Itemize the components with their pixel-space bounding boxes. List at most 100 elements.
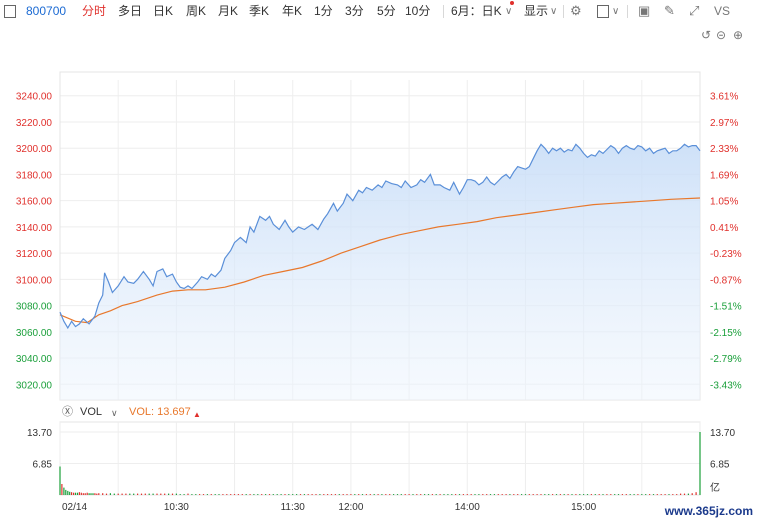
- zoom-in-icon[interactable]: ⊕: [733, 28, 744, 42]
- volume-bar: [416, 494, 418, 495]
- volume-bar: [195, 494, 197, 495]
- price-tick-label: 3060.00: [16, 328, 53, 339]
- volume-bar: [610, 494, 612, 495]
- volume-bar: [210, 494, 212, 495]
- tab-quarterly-k[interactable]: 季K: [249, 4, 270, 18]
- volume-bar: [80, 492, 82, 495]
- volume-bar: [218, 494, 220, 495]
- volume-bar: [90, 493, 92, 495]
- tab-3min[interactable]: 3分: [345, 4, 364, 18]
- volume-bar: [156, 493, 158, 495]
- volume-bar: [400, 494, 402, 495]
- volume-bar: [334, 494, 336, 495]
- percent-tick-label: 3.61%: [710, 92, 738, 103]
- close-icon[interactable]: Ⓧ: [62, 406, 73, 418]
- volume-bar: [261, 494, 263, 495]
- toolbar-divider: [443, 5, 444, 18]
- tab-5min[interactable]: 5分: [377, 4, 396, 18]
- fullscreen-icon[interactable]: ⤢: [689, 3, 700, 18]
- volume-tick-label: 6.85: [710, 460, 730, 471]
- volume-bar: [63, 487, 65, 495]
- percent-tick-label: 2.97%: [710, 118, 738, 129]
- display-select[interactable]: 显示: [524, 4, 549, 18]
- volume-bar: [672, 494, 674, 495]
- volume-bar: [505, 494, 507, 495]
- gear-icon[interactable]: ⚙: [570, 3, 582, 18]
- volume-bar: [555, 494, 558, 495]
- volume-indicator-name[interactable]: VOL: [80, 406, 103, 418]
- volume-bar: [73, 492, 75, 495]
- camera-icon[interactable]: ▣: [638, 3, 651, 18]
- volume-bar: [84, 493, 86, 495]
- volume-bar: [389, 494, 391, 495]
- chevron-down-icon[interactable]: ∨: [505, 6, 513, 17]
- time-axis: 02/14 10:30 11:30 12:00 14:00 15:00: [62, 502, 597, 513]
- stock-code[interactable]: 800700: [26, 4, 67, 18]
- tab-yearly-k[interactable]: 年K: [282, 4, 303, 18]
- volume-bar: [404, 494, 406, 495]
- volume-bar: [319, 494, 321, 495]
- price-tick-label: 3160.00: [16, 197, 53, 208]
- volume-bar: [222, 494, 224, 495]
- average-price-line: [59, 197, 701, 324]
- volume-bar: [396, 494, 399, 495]
- volume-bar: [431, 494, 433, 495]
- tab-daily-k[interactable]: 日K: [153, 4, 174, 18]
- volume-bar: [540, 494, 542, 495]
- color-checkbox[interactable]: [597, 5, 609, 18]
- volume-bar: [307, 494, 309, 495]
- volume-bar: [315, 494, 317, 495]
- volume-bar: [629, 494, 631, 495]
- volume-bar: [528, 494, 530, 495]
- volume-tick-label: 13.70: [27, 428, 52, 439]
- volume-bar: [637, 494, 639, 495]
- volume-bar: [268, 494, 271, 495]
- volume-bar: [140, 493, 143, 495]
- volume-bar: [683, 493, 686, 495]
- volume-bar: [501, 494, 503, 495]
- volume-bar: [245, 494, 247, 495]
- select-checkbox[interactable]: [4, 5, 16, 18]
- volume-bar: [563, 494, 565, 495]
- tab-10min[interactable]: 10分: [405, 4, 431, 18]
- volume-bar: [567, 494, 569, 495]
- tab-multi-day[interactable]: 多日: [118, 4, 143, 18]
- volume-bar: [199, 494, 201, 495]
- volume-bar: [125, 493, 127, 495]
- volume-bar: [439, 494, 441, 495]
- volume-bar: [641, 494, 643, 495]
- chevron-down-icon[interactable]: ∨: [612, 6, 620, 17]
- chevron-down-icon[interactable]: ∨: [550, 6, 558, 17]
- pencil-icon[interactable]: ✎: [664, 3, 675, 18]
- time-tick-label: 12:00: [338, 502, 363, 513]
- volume-bar: [552, 494, 554, 495]
- volume-bar: [365, 494, 367, 495]
- price-tick-label: 3220.00: [16, 118, 53, 129]
- time-tick-label: 15:00: [571, 502, 596, 513]
- volume-bar: [129, 493, 131, 495]
- volume-bar: [233, 494, 236, 495]
- zoom-out-icon[interactable]: ⊝: [716, 28, 727, 42]
- chevron-down-icon[interactable]: ∨: [111, 408, 118, 418]
- volume-bar: [664, 494, 666, 495]
- tab-intraday[interactable]: 分时: [82, 4, 107, 18]
- price-tick-label: 3120.00: [16, 249, 53, 260]
- volume-bar: [160, 493, 162, 495]
- volume-bar: [230, 494, 232, 495]
- price-tick-label: 3020.00: [16, 380, 53, 391]
- volume-bar: [536, 494, 538, 495]
- vs-button[interactable]: VS: [714, 4, 731, 18]
- volume-bar: [408, 494, 410, 495]
- volume-bar: [652, 494, 655, 495]
- time-tick-label: 02/14: [62, 502, 87, 513]
- tab-monthly-k[interactable]: 月K: [218, 4, 239, 18]
- volume-bar: [214, 494, 216, 495]
- period-select[interactable]: 6月：日K: [451, 4, 502, 18]
- reset-icon[interactable]: ↺: [701, 28, 712, 42]
- price-tick-label: 3100.00: [16, 275, 53, 286]
- volume-bar: [509, 494, 511, 495]
- tab-weekly-k[interactable]: 周K: [186, 4, 207, 18]
- volume-bar: [191, 494, 193, 495]
- tab-1min[interactable]: 1分: [314, 4, 333, 18]
